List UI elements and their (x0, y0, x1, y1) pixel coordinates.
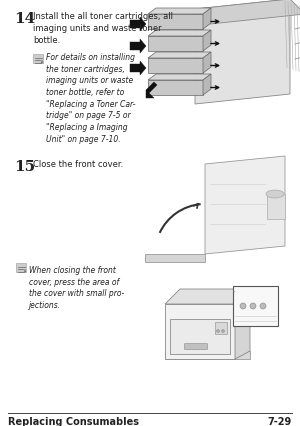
FancyBboxPatch shape (16, 263, 26, 272)
Ellipse shape (266, 190, 284, 199)
Polygon shape (235, 289, 250, 359)
Polygon shape (205, 157, 285, 254)
FancyBboxPatch shape (184, 344, 208, 350)
Polygon shape (203, 9, 211, 30)
Polygon shape (130, 18, 146, 32)
Text: Close the front cover.: Close the front cover. (33, 160, 123, 169)
FancyBboxPatch shape (33, 55, 43, 64)
Text: Replacing Consumables: Replacing Consumables (8, 416, 139, 426)
Polygon shape (24, 269, 26, 272)
Polygon shape (41, 61, 43, 64)
Polygon shape (195, 0, 290, 105)
Polygon shape (165, 351, 250, 359)
Text: For details on installing
the toner cartridges,
imaging units or waste
toner bot: For details on installing the toner cart… (46, 53, 136, 143)
Polygon shape (148, 53, 211, 59)
Text: 7-29: 7-29 (268, 416, 292, 426)
Circle shape (250, 303, 256, 309)
Text: Install the all toner cartridges, all
imaging units and waste toner
bottle.: Install the all toner cartridges, all im… (33, 12, 173, 44)
Polygon shape (165, 304, 235, 359)
Polygon shape (148, 75, 211, 81)
Polygon shape (165, 289, 250, 304)
Polygon shape (170, 319, 230, 354)
Polygon shape (148, 31, 211, 37)
Text: 14: 14 (14, 12, 35, 26)
FancyBboxPatch shape (148, 37, 203, 52)
Circle shape (240, 303, 246, 309)
Text: When closing the front
cover, press the area of
the cover with small pro-
jectio: When closing the front cover, press the … (29, 265, 124, 309)
Polygon shape (148, 9, 211, 15)
Polygon shape (195, 0, 300, 25)
Polygon shape (203, 31, 211, 52)
Circle shape (221, 330, 224, 333)
Polygon shape (203, 53, 211, 74)
FancyBboxPatch shape (148, 81, 203, 96)
FancyBboxPatch shape (267, 195, 285, 219)
FancyBboxPatch shape (215, 322, 227, 334)
Polygon shape (146, 83, 157, 99)
Circle shape (217, 330, 220, 333)
Polygon shape (145, 254, 205, 262)
FancyBboxPatch shape (233, 286, 278, 326)
Text: 15: 15 (14, 160, 35, 173)
Polygon shape (203, 75, 211, 96)
Circle shape (260, 303, 266, 309)
Polygon shape (130, 40, 146, 54)
FancyBboxPatch shape (148, 59, 203, 74)
Polygon shape (130, 62, 146, 76)
FancyBboxPatch shape (148, 15, 203, 30)
